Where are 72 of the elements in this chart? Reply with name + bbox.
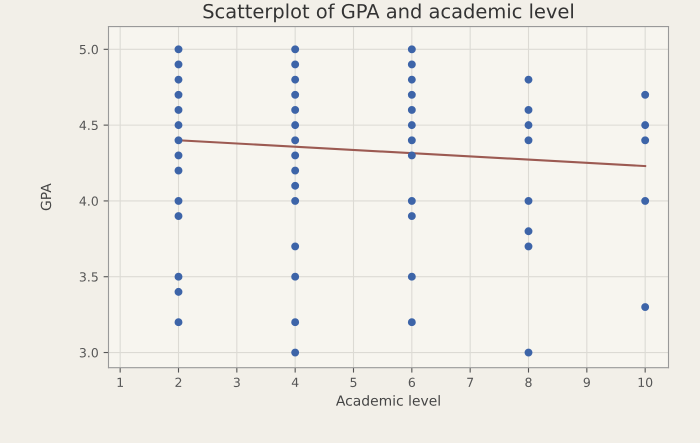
point [174,166,182,175]
chart-title: Scatterplot of GPA and academic level [203,3,573,22]
y-tick-label: 4.5 [80,120,98,130]
point [524,348,532,356]
point [291,151,300,160]
point [291,318,300,326]
y-tick-label: 3.5 [80,272,98,282]
point [291,121,300,130]
point [641,196,650,205]
point [174,212,182,220]
point [174,136,182,144]
point [408,60,416,68]
point [524,121,532,130]
point [291,90,300,99]
point [174,121,182,130]
point [291,166,300,175]
point [174,90,182,99]
point [174,318,182,326]
point [174,272,182,281]
point [174,196,182,205]
point [641,303,650,311]
point [408,272,416,281]
point [174,106,182,114]
point [408,136,416,144]
point [291,348,300,356]
point [524,136,532,144]
point [408,121,416,130]
point [408,151,416,160]
point [408,76,416,84]
point [524,227,532,236]
point [408,106,416,114]
point [174,288,182,296]
point [291,196,300,205]
x-tick-label: 5 [350,378,356,388]
point [174,151,182,160]
point [408,90,416,99]
point [408,318,416,326]
x-tick-label: 8 [525,378,532,388]
x-tick-label: 2 [175,378,182,387]
x-tick-label: 1 [118,378,123,387]
point [291,106,300,114]
y-axis-title: GPA [40,183,52,210]
point [524,196,532,205]
point [641,136,650,144]
point [524,242,532,250]
y-tick-label: 3.0 [80,348,98,358]
point [291,60,300,68]
x-tick-label: 6 [408,378,416,388]
point [291,136,300,144]
point [524,106,532,114]
point [291,76,300,84]
x-tick-label: 10 [638,378,652,388]
y-tick-label: 4.0 [80,196,98,206]
x-tick-label: 9 [584,378,590,388]
x-tick-label: 7 [467,378,474,387]
point [641,121,650,130]
y-tick-label: 5.0 [80,44,98,54]
point [408,212,416,220]
x-axis-title: Academic level [336,395,440,406]
point [641,90,650,99]
point [291,182,300,190]
point [291,45,300,54]
x-tick-label: 3 [234,378,240,388]
point [524,76,532,84]
point [174,60,182,68]
x-tick-label: 4 [292,378,298,387]
point [174,76,182,84]
point [408,196,416,205]
point [291,242,300,250]
point [174,45,182,54]
point [291,272,300,281]
point [408,45,416,54]
